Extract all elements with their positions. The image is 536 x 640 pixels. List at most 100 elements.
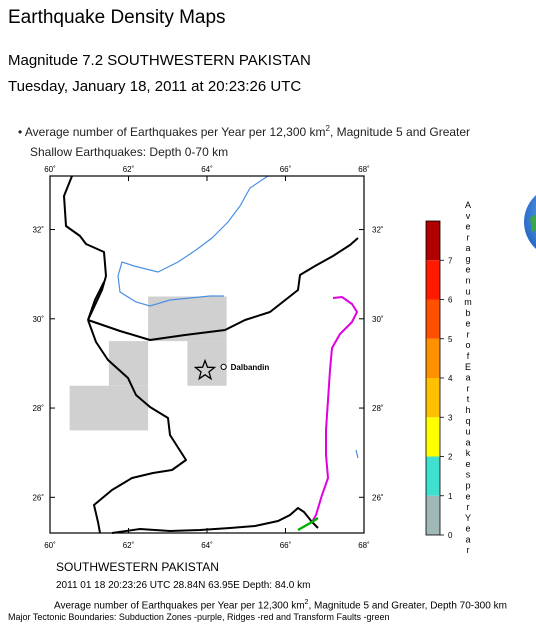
legend-label-char: e <box>465 459 470 469</box>
color-legend: 01234567AveragenumberofEarthquakesperYea… <box>425 200 472 555</box>
legend-label-char: E <box>465 362 471 372</box>
legend-label-char: f <box>467 351 470 361</box>
legend-label-char: m <box>464 297 472 307</box>
legend-label-char: e <box>465 222 470 232</box>
lat-tick-label-left: 30˚ <box>32 315 44 324</box>
city-dot-icon <box>220 363 227 370</box>
bullet-dot: • <box>18 125 23 139</box>
legend-swatch <box>426 338 440 378</box>
lon-tick-label-bottom: 60˚ <box>44 541 56 550</box>
density-cell <box>187 341 227 386</box>
legend-label-char: a <box>465 373 470 383</box>
legend-label-char: u <box>465 286 470 296</box>
legend-swatch <box>426 378 440 418</box>
legend-swatch <box>426 299 440 339</box>
density-cells <box>69 296 227 431</box>
subduction-zone <box>311 295 359 523</box>
lon-tick-label-top: 62˚ <box>123 165 135 174</box>
legend-swatch <box>426 221 440 261</box>
iran-afghan-north <box>87 281 105 321</box>
lon-tick-label-top: 60˚ <box>44 165 56 174</box>
density-cell <box>148 296 227 342</box>
legend-label-char: r <box>467 545 470 555</box>
lat-tick-label-left: 26˚ <box>32 493 44 502</box>
lon-tick-label-bottom: 68˚ <box>358 541 370 550</box>
legend-label-char: a <box>465 437 470 447</box>
lat-tick-label-right: 30˚ <box>372 315 384 324</box>
density-map: Dalbandin 60˚ 60˚ 62˚ 62˚ 64˚ 64˚ 66˚ 66˚ 68˚ 68˚… <box>32 165 536 555</box>
globe-inset <box>524 195 536 249</box>
helmand-river <box>117 175 269 307</box>
shallow-label: Shallow Earthquakes: Depth 0-70 km <box>30 145 229 159</box>
map-ticks: 60˚ 60˚ 62˚ 62˚ 64˚ 64˚ 66˚ 66˚ 68˚ 68˚ 32˚ 32˚ 30˚ 3… <box>32 165 383 550</box>
caption-tectonic: Major Tectonic Boundaries: Subduction Zo… <box>8 612 390 622</box>
lat-tick-label-left: 32˚ <box>32 226 44 235</box>
legend-label-char: Y <box>465 513 471 523</box>
lon-tick-label-top: 68˚ <box>358 165 370 174</box>
lon-tick-label-bottom: 62˚ <box>123 541 135 550</box>
iran-pak-border <box>87 319 187 534</box>
lon-tick-label-bottom: 64˚ <box>201 541 213 550</box>
density-description: • Average number of Earthquakes per Year… <box>18 124 470 139</box>
caption-event: 2011 01 18 20:23:26 UTC 28.84N 63.95E De… <box>56 580 311 591</box>
caption-average-sup: 2 <box>304 599 309 606</box>
legend-label-char: p <box>465 480 470 490</box>
legend-label-char: r <box>467 383 470 393</box>
density-tail: , Magnitude 5 and Greater <box>329 125 471 139</box>
lat-tick-label-right: 26˚ <box>372 493 384 502</box>
legend-label-char: k <box>466 448 471 458</box>
transform-fault <box>297 517 319 532</box>
legend-label-char: e <box>465 524 470 534</box>
lon-tick-label-top: 66˚ <box>280 165 292 174</box>
legend-swatch <box>426 456 440 496</box>
legend-label-char: a <box>465 534 470 544</box>
legend-label-char: s <box>466 470 471 480</box>
caption-region: SOUTHWESTERN PAKISTAN <box>56 560 219 574</box>
legend-label-char: a <box>465 243 470 253</box>
legend-tick-label: 1 <box>448 492 453 501</box>
epicenter-star-icon <box>193 358 217 381</box>
caption-average: Average number of Earthquakes per Year p… <box>54 599 507 611</box>
lon-tick-label-top: 64˚ <box>201 165 213 174</box>
afghan-pak-border <box>87 237 359 341</box>
lat-tick-label-left: 28˚ <box>32 404 44 413</box>
density-cell <box>69 385 149 431</box>
legend-label-char: o <box>465 340 470 350</box>
small-river <box>355 449 359 459</box>
caption-average-text: Average number of Earthquakes per Year p… <box>54 600 305 612</box>
legend-label-char: r <box>467 232 470 242</box>
legend-label-char: e <box>465 491 470 501</box>
legend-label-char: t <box>467 394 470 404</box>
legend-swatch <box>426 417 440 457</box>
legend-tick-label: 2 <box>448 453 453 462</box>
legend-swatch <box>426 260 440 300</box>
legend-label-char: b <box>465 308 470 318</box>
caption-average-tail: , Magnitude 5 and Greater, Depth 70-300 … <box>308 600 507 612</box>
lon-tick-label-bottom: 66˚ <box>280 541 292 550</box>
legend-label-char: r <box>467 329 470 339</box>
legend-label-char: h <box>465 405 470 415</box>
lat-tick-label-right: 28˚ <box>372 404 384 413</box>
legend-label-char: v <box>466 211 471 221</box>
legend-label-char: e <box>465 265 470 275</box>
legend-tick-label: 4 <box>448 374 453 383</box>
map-markers: Dalbandin <box>193 358 270 381</box>
legend-tick-label: 5 <box>448 335 453 344</box>
rivers <box>117 175 359 459</box>
density-text: Average number of Earthquakes per Year p… <box>24 125 326 139</box>
legend-label-char: q <box>465 416 470 426</box>
legend-tick-label: 0 <box>448 531 453 540</box>
legend-label-char: n <box>465 276 470 286</box>
legend-tick-label: 3 <box>448 413 453 422</box>
legend-tick-label: 6 <box>448 296 453 305</box>
globe-icon <box>524 195 536 249</box>
coastline <box>111 506 319 534</box>
page-title: Earthquake Density Maps <box>8 7 226 28</box>
event-title: Magnitude 7.2 SOUTHWESTERN PAKISTAN <box>8 52 311 69</box>
legend-label-char: g <box>465 254 470 264</box>
lat-tick-label-right: 32˚ <box>372 226 384 235</box>
legend-label-char: r <box>467 502 470 512</box>
city-label: Dalbandin <box>231 363 270 372</box>
globe-land <box>530 214 536 232</box>
legend-label-char: e <box>465 319 470 329</box>
